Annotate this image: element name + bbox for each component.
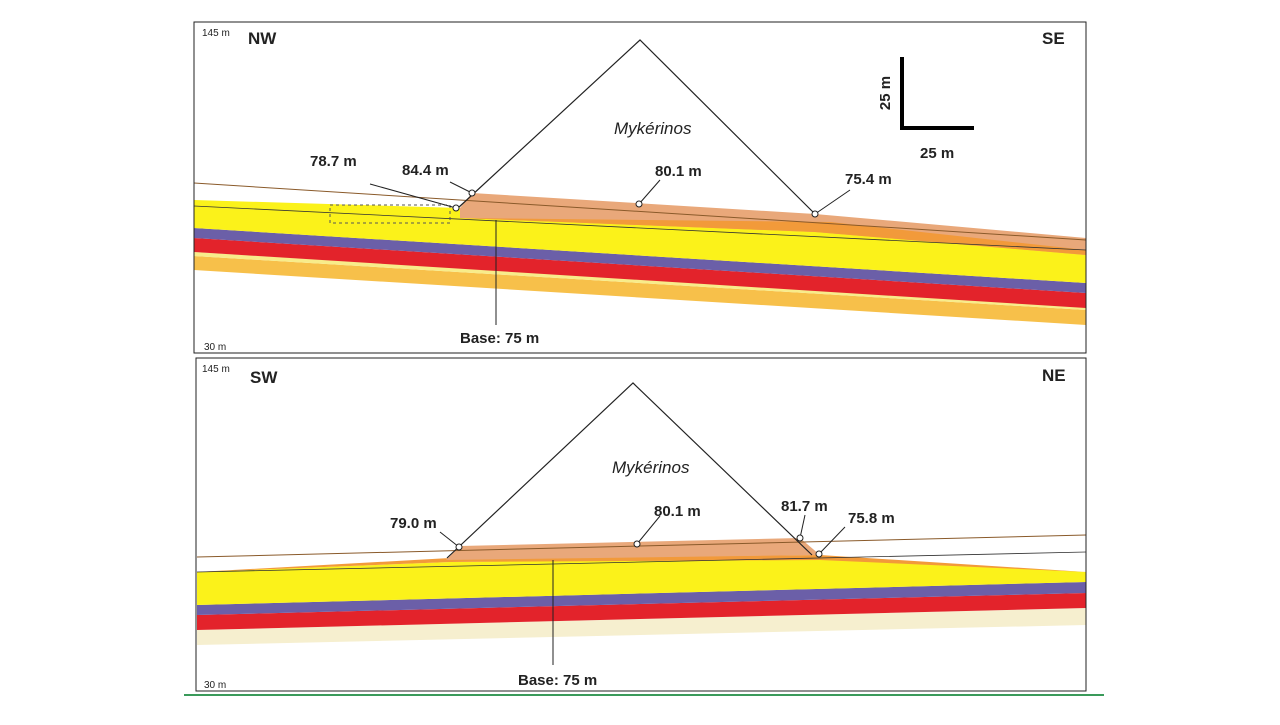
elevation-label: 30 m (204, 342, 226, 353)
pyramid (446, 382, 813, 559)
base-label: Base: 75 m (460, 330, 539, 347)
line (196, 534, 1087, 558)
marker (455, 543, 463, 551)
layer (460, 218, 1086, 255)
layer (197, 582, 1086, 615)
marker (468, 189, 476, 197)
layer (194, 238, 1086, 308)
pyramid-name: Mykérinos (614, 119, 692, 138)
marker (635, 200, 643, 208)
point-label: 75.8 m (848, 510, 895, 527)
direction: NE (1042, 366, 1066, 385)
layer (197, 555, 1086, 572)
marker (633, 540, 641, 548)
line (193, 205, 1087, 251)
layer (194, 256, 1086, 325)
marker (811, 210, 819, 218)
elevation-label: 145 m (202, 364, 230, 375)
point-label: 75.4 m (845, 171, 892, 188)
scale-label: 25 m (920, 145, 954, 162)
point-label: 80.1 m (654, 503, 701, 520)
panel: 145 m 30 m NW SE Mykérinos 78.7 m 84.4 m… (193, 21, 1087, 354)
panel-frame (193, 21, 1087, 354)
marker (452, 204, 460, 212)
panel-frame (195, 357, 1087, 692)
structure (329, 204, 451, 224)
point-label: 84.4 m (402, 162, 449, 179)
pyramid (457, 39, 816, 215)
layer (194, 252, 1086, 310)
layer (194, 200, 1086, 283)
marker (796, 534, 804, 542)
layer (197, 593, 1086, 630)
panel: 145 m 30 m SW NE Mykérinos 79.0 m 80.1 m… (195, 357, 1087, 692)
elevation-label: 145 m (202, 28, 230, 39)
marker (815, 550, 823, 558)
layer (197, 558, 1086, 605)
line (196, 551, 1087, 573)
pyramid-name: Mykérinos (612, 458, 690, 477)
base-label: Base: 75 m (518, 672, 597, 689)
scale-label: 25 m (877, 76, 894, 110)
direction: NW (248, 29, 277, 48)
point-label: 79.0 m (390, 515, 437, 532)
direction: SE (1042, 29, 1065, 48)
direction: SW (250, 368, 278, 387)
elevation-label: 30 m (204, 680, 226, 691)
point-label: 78.7 m (310, 153, 357, 170)
point-label: 80.1 m (655, 163, 702, 180)
line (193, 182, 1087, 241)
point-label: 81.7 m (781, 498, 828, 515)
layer (194, 228, 1086, 293)
layer (197, 608, 1086, 645)
